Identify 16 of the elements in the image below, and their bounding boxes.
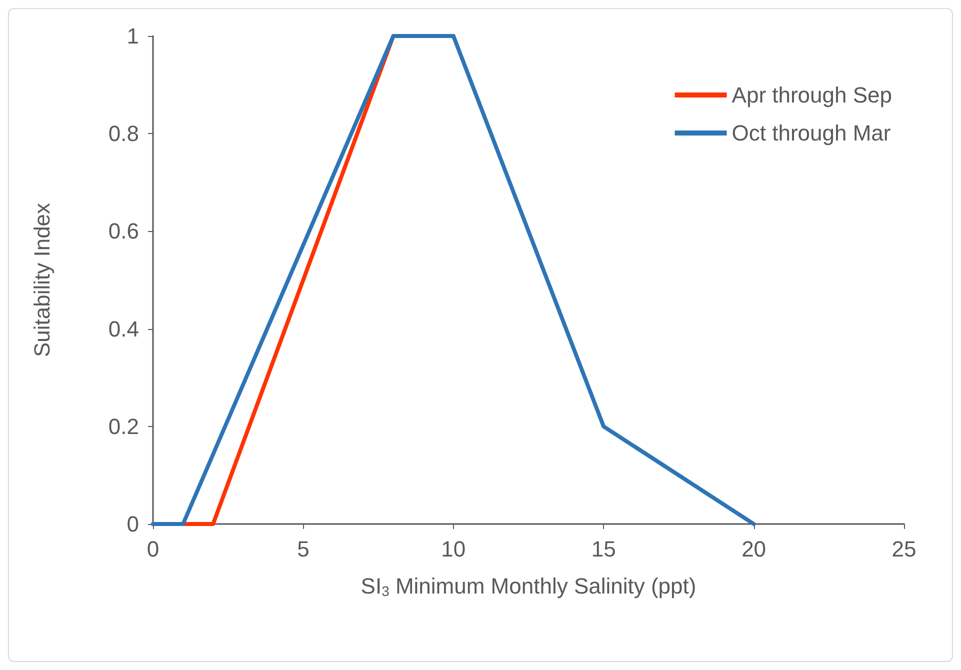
x-tick-label: 10	[441, 536, 466, 562]
x-tick-label: 20	[742, 536, 766, 562]
legend-label: Apr through Sep	[732, 82, 892, 108]
x-tick-label: 0	[146, 536, 160, 562]
y-axis-title: Suitability Index	[30, 202, 54, 358]
y-tick-label: 0.8	[108, 121, 139, 146]
y-tick-label: 0.6	[108, 218, 139, 244]
legend-label: Oct through Mar	[732, 120, 891, 146]
y-tick-label: 0	[126, 512, 139, 536]
y-tick-label: 1	[126, 24, 139, 48]
x-tick-label: 15	[591, 536, 616, 562]
y-tick-label: 0.2	[108, 414, 139, 439]
x-axis-title: SI3 Minimum Monthly Salinity (ppt)	[360, 574, 696, 599]
y-tick-label: 0.4	[108, 316, 139, 342]
x-tick-label: 5	[297, 536, 310, 562]
x-tick-label: 25	[892, 536, 916, 562]
